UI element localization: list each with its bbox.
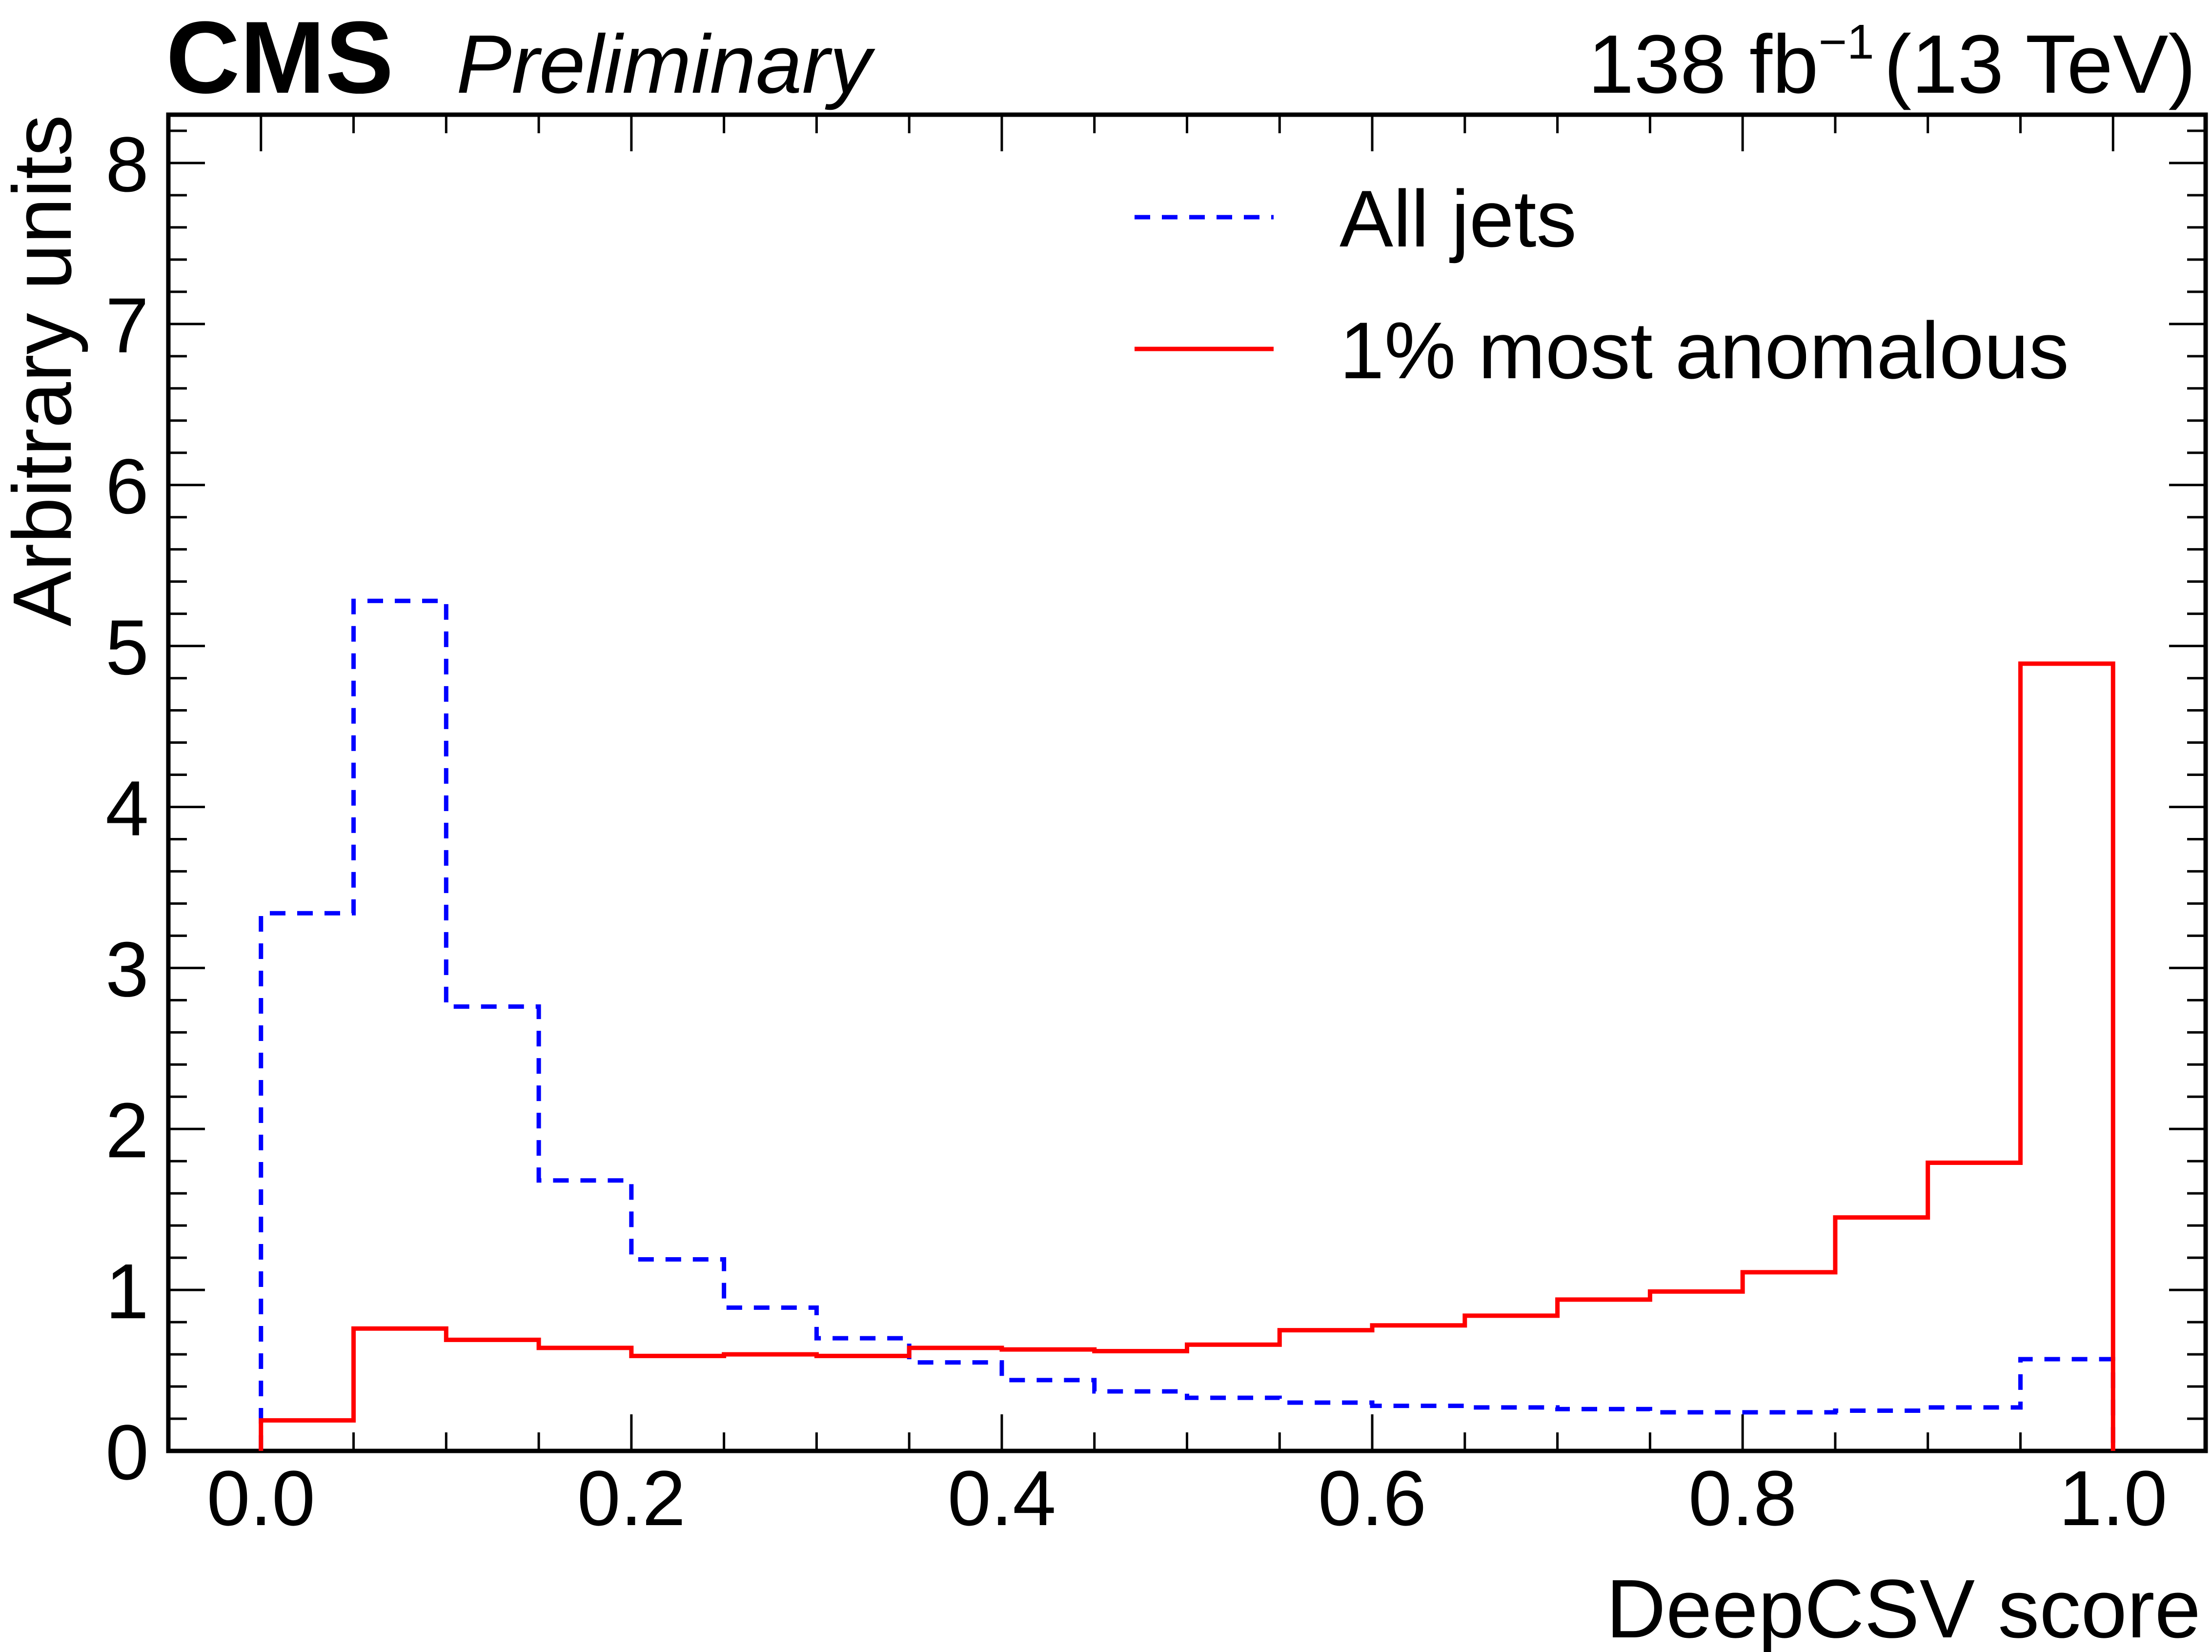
legend-label-anomalous: 1% most anomalous (1339, 306, 2069, 395)
y-tick-label: 8 (105, 121, 149, 208)
x-tick-label: 0.6 (1318, 1454, 1426, 1542)
lumi-superscript: −1 (1819, 15, 1874, 69)
series-most-anomalous-histogram (259, 661, 2115, 1451)
y-tick-label: 4 (105, 764, 149, 852)
x-tick-label: 0.4 (948, 1454, 1056, 1542)
y-tick-label: 5 (105, 604, 149, 691)
lumi-value: 138 fb (1588, 18, 1819, 111)
status-label: Preliminary (456, 18, 875, 111)
y-tick-label: 2 (105, 1086, 149, 1174)
x-tick-label: 0.0 (207, 1454, 315, 1542)
x-tick-label: 0.8 (1688, 1454, 1797, 1542)
series-layer (259, 598, 2115, 1451)
experiment-label: CMS (166, 0, 394, 115)
y-tick-label: 3 (105, 925, 149, 1013)
energy-label: (13 TeV) (1884, 18, 2196, 111)
y-axis-title: Arbitrary units (0, 115, 89, 627)
luminosity-label: 138 fb−1 (13 TeV) (1588, 15, 2196, 111)
x-tick-label: 0.2 (577, 1454, 686, 1542)
y-tick-label: 0 (105, 1408, 149, 1496)
y-tick-label: 7 (105, 282, 149, 369)
axis-ticks (167, 115, 2207, 1452)
tick-labels: 0.0 0.2 0.4 0.6 0.8 1.0 0 1 2 3 4 5 6 7 8 (105, 121, 2167, 1542)
series-all-jets-histogram (259, 598, 2115, 1451)
x-axis-title: DeepCSV score (1606, 1563, 2201, 1652)
y-tick-label: 6 (105, 443, 149, 530)
legend-label-all-jets: All jets (1339, 174, 1577, 264)
legend: All jets 1% most anomalous (1135, 174, 2069, 395)
x-tick-label: 1.0 (2059, 1454, 2167, 1542)
y-tick-label: 1 (105, 1247, 149, 1335)
